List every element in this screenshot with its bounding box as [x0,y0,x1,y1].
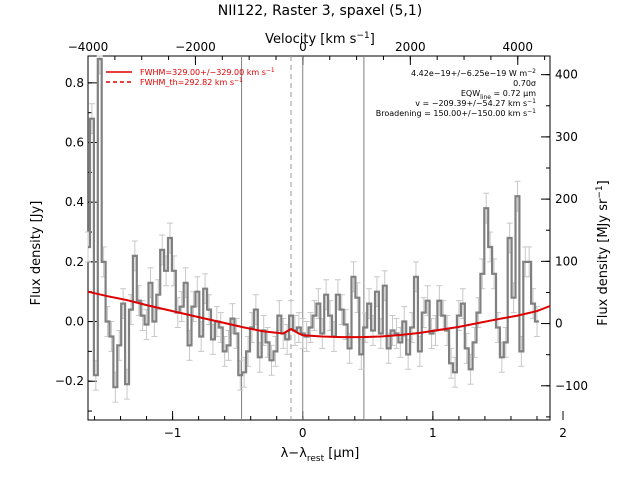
x-tick-label: 2 [559,426,567,440]
legend: FWHM=329.00+/−329.00 km s−1FWHM_th=292.8… [106,67,275,87]
fit-annotation: 0.70σ [513,79,536,88]
fit-annotation: 4.42e−19+/−6.25e−19 W m−2 [411,68,536,78]
right-tick-label: 0 [555,317,563,331]
bottom-x-axis: −1 0 1 2 [94,411,567,440]
y-tick-label: 0.8 [65,76,84,90]
right-tick-label: 400 [555,68,578,82]
x-tick-label: 1 [429,426,437,440]
left-y-axis: −0.2 0.0 0.2 0.4 0.6 0.8 [55,76,97,412]
top-tick-label: −2000 [175,40,216,54]
right-tick-label: 200 [555,192,578,206]
top-tick-label: 4000 [502,40,533,54]
top-x-axis-label: Velocity [km s−1] [265,31,375,47]
x-tick-label: 0 [299,426,307,440]
right-tick-label: 100 [555,254,578,268]
plot-title: NII122, Raster 3, spaxel (5,1) [218,3,423,19]
legend-label: FWHM_th=292.82 km s−1 [140,77,243,87]
y-tick-label: 0.2 [65,255,84,269]
fit-annotation: v = −209.39+/−54.27 km s−1 [415,98,536,108]
top-tick-label: 2000 [395,40,426,54]
y-axis-label: Flux density [Jy] [29,201,44,306]
fit-annotation: EQWline = 0.72 μm [461,89,536,101]
x-axis-label: λ−λrest [μm] [281,446,360,464]
fit-line [87,290,551,339]
fit-annotation: Broadening = 150.00+/−150.00 km s−1 [376,108,536,118]
y-tick-label: 0.6 [65,136,84,150]
top-tick-label: −4000 [68,40,109,54]
y-tick-label: 0.0 [65,315,84,329]
legend-label: FWHM=329.00+/−329.00 km s−1 [140,67,275,77]
x-tick-label: −1 [164,426,182,440]
right-y-axis: −100 0 100 200 300 400 [541,68,588,418]
top-x-axis: −4000 −2000 0 2000 4000 [68,40,546,65]
y-tick-label: 0.4 [65,195,84,209]
spectrum-series [85,55,540,403]
right-tick-label: −100 [555,379,588,393]
spectrum-line [88,57,539,389]
right-tick-label: 300 [555,130,578,144]
fit-series [87,290,551,339]
y-tick-label: −0.2 [55,374,84,388]
right-y-axis-label: Flux density [MJy sr−1] [595,180,611,325]
top-tick-label: 0 [299,40,307,54]
reference-lines [241,56,365,420]
